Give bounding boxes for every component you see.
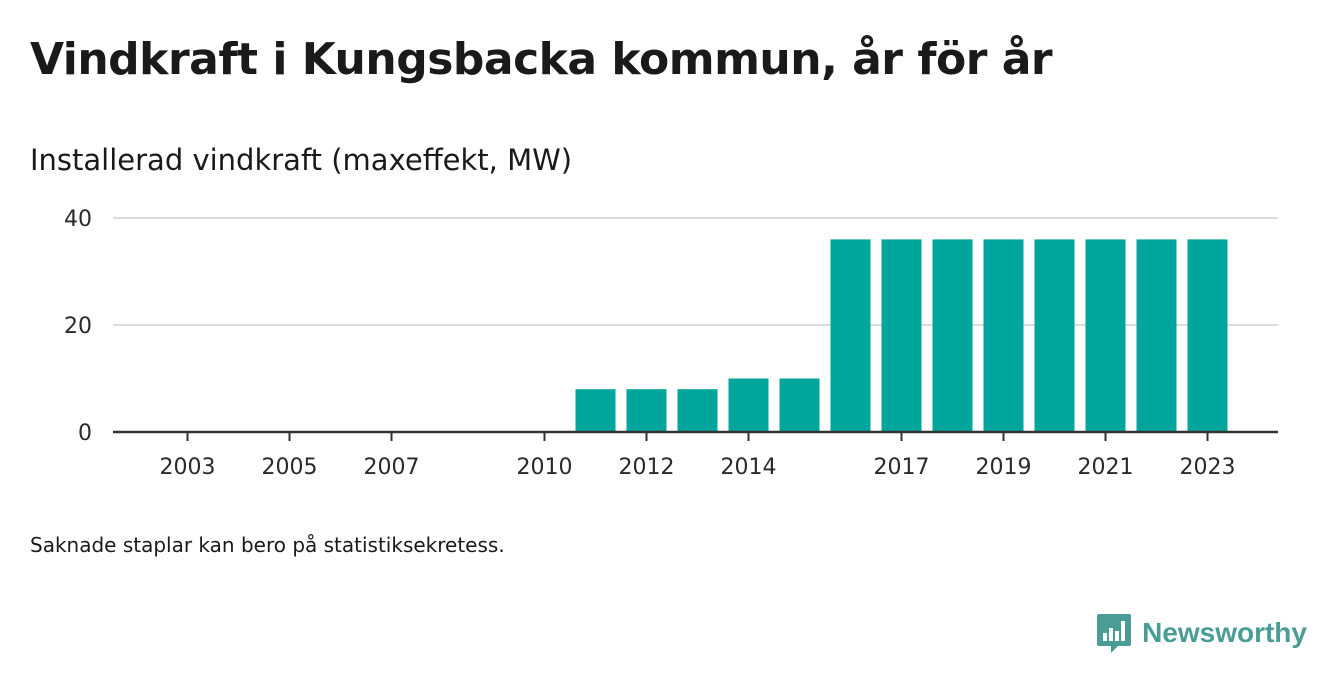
bar-2014 <box>728 378 769 432</box>
grid-lines <box>113 217 1278 326</box>
bar-2020 <box>1034 239 1075 432</box>
x-axis <box>113 430 1278 441</box>
y-tick-label: 0 <box>78 421 92 446</box>
bar-2023 <box>1187 239 1228 432</box>
brand-logo[interactable]: Newsworthy <box>1096 612 1307 654</box>
x-tick-label: 2005 <box>262 455 318 480</box>
chart-subtitle: Installerad vindkraft (maxeffekt, MW) <box>30 143 573 177</box>
bar-2015 <box>779 378 820 432</box>
x-tick-label: 2012 <box>619 455 675 480</box>
x-tick-label: 2023 <box>1180 455 1236 480</box>
bar-2019 <box>983 239 1024 432</box>
bar-2016 <box>830 239 871 432</box>
chart-title: Vindkraft i Kungsbacka kommun, år för år <box>30 34 1053 85</box>
bar-2013 <box>677 389 718 432</box>
x-axis-labels: 2003 2005 2007 2010 2012 2014 2017 2019 2021 2023 <box>160 455 1236 480</box>
x-tick-label: 2017 <box>874 455 930 480</box>
x-tick-label: 2010 <box>517 455 573 480</box>
y-tick-label: 20 <box>64 314 92 339</box>
x-tick-label: 2007 <box>364 455 420 480</box>
bar-2011 <box>575 389 616 432</box>
bar-2018 <box>932 239 973 432</box>
y-tick-label: 40 <box>64 207 92 232</box>
x-tick-label: 2014 <box>721 455 777 480</box>
bars <box>575 239 1228 432</box>
bar-2021 <box>1085 239 1126 432</box>
bar-2017 <box>881 239 922 432</box>
bar-2022 <box>1136 239 1177 432</box>
x-tick-label: 2019 <box>976 455 1032 480</box>
brand-name: Newsworthy <box>1142 617 1307 648</box>
x-tick-label: 2003 <box>160 455 216 480</box>
newsworthy-logo-icon <box>1097 614 1132 653</box>
y-axis-labels: 0 20 40 <box>64 207 92 446</box>
bar-2012 <box>626 389 667 432</box>
footnote: Saknade staplar kan bero på statistiksek… <box>30 533 505 557</box>
x-tick-label: 2021 <box>1078 455 1134 480</box>
